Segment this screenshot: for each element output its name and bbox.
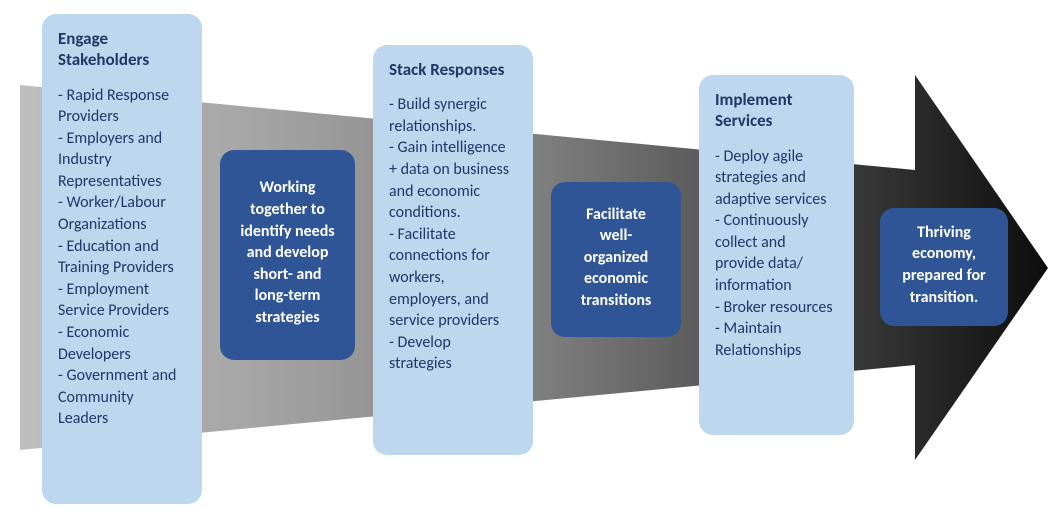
box-title: Engage Stakeholders xyxy=(58,28,186,71)
box-stack-responses: Stack Responses Build synergic relationsh… xyxy=(373,45,533,455)
box-item: Develop strategies xyxy=(389,332,517,375)
box-item: Worker/Labour Organizations xyxy=(58,192,186,235)
box-title: Stack Responses xyxy=(389,59,517,80)
box-item: Maintain Relationships xyxy=(715,318,838,361)
box-items: Rapid Response ProvidersEmployers and In… xyxy=(58,85,186,431)
box-title: Implement Services xyxy=(715,89,838,132)
box-implement-services: Implement Services Deploy agile strategie… xyxy=(699,75,854,435)
box-text: Working together to identify needs and d… xyxy=(236,177,339,328)
box-working-together: Working together to identify needs and d… xyxy=(220,150,355,360)
box-item: Gain intelligence + data on business and… xyxy=(389,137,517,223)
box-text: Thriving economy, prepared for transitio… xyxy=(896,222,992,308)
box-engage: Engage Stakeholders Rapid Response Provid… xyxy=(42,14,202,504)
box-thriving: Thriving economy, prepared for transitio… xyxy=(880,208,1008,326)
box-item: Employers and Industry Representatives xyxy=(58,128,186,193)
box-item: Deploy agile strategies and adaptive ser… xyxy=(715,146,838,211)
box-item: Education and Training Providers xyxy=(58,236,186,279)
box-items: Deploy agile strategies and adaptive ser… xyxy=(715,146,838,362)
box-item: Build synergic relationships. xyxy=(389,94,517,137)
box-item: Government and Community Leaders xyxy=(58,365,186,430)
box-item: Facilitate connections for workers, empl… xyxy=(389,224,517,332)
box-item: Continuously collect and provide data/ i… xyxy=(715,210,838,296)
box-text: Facilitate well-organized economic trans… xyxy=(567,204,665,312)
box-item: Rapid Response Providers xyxy=(58,85,186,128)
box-items: Build synergic relationships.Gain intell… xyxy=(389,94,517,375)
box-item: Employment Service Providers xyxy=(58,279,186,322)
box-item: Broker resources xyxy=(715,297,838,319)
box-item: Economic Developers xyxy=(58,322,186,365)
box-facilitate: Facilitate well-organized economic trans… xyxy=(551,182,681,337)
